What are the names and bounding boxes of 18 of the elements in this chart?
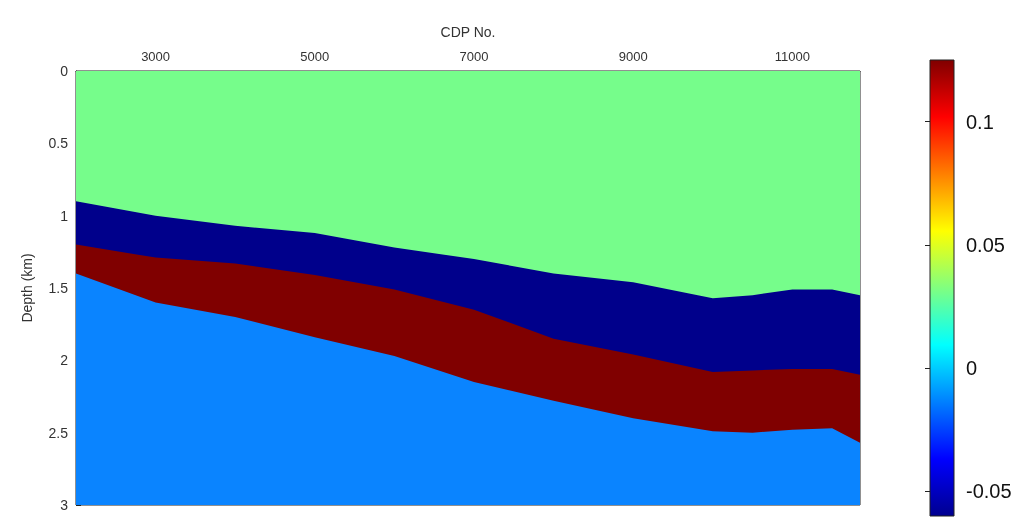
x-tick-label: 5000: [300, 49, 330, 64]
y-tick-label: 3: [60, 497, 69, 513]
color-bar-label: 0: [966, 357, 978, 380]
y-tick-label: 2: [60, 352, 69, 369]
y-tick-label: 1: [60, 207, 69, 224]
x-tick-label: 3000: [141, 49, 171, 64]
color-bar-label: 0.1: [966, 110, 994, 133]
x-tick-label: 11000: [774, 49, 810, 64]
x-tick-label: 7000: [459, 49, 489, 64]
y-tick-label: 2.5: [48, 424, 69, 441]
y-axis-title: Depth (km): [19, 253, 35, 323]
x-axis-title: CDP No.: [440, 24, 496, 40]
y-tick-label: 1.5: [48, 280, 69, 296]
color-bar-label: -0.05: [966, 480, 1012, 503]
y-tick-label: 0.5: [48, 135, 69, 152]
y-tick-label: 0: [60, 63, 69, 79]
color-bar-label: 0.05: [966, 233, 1005, 256]
x-tick-label: 9000: [618, 49, 648, 64]
